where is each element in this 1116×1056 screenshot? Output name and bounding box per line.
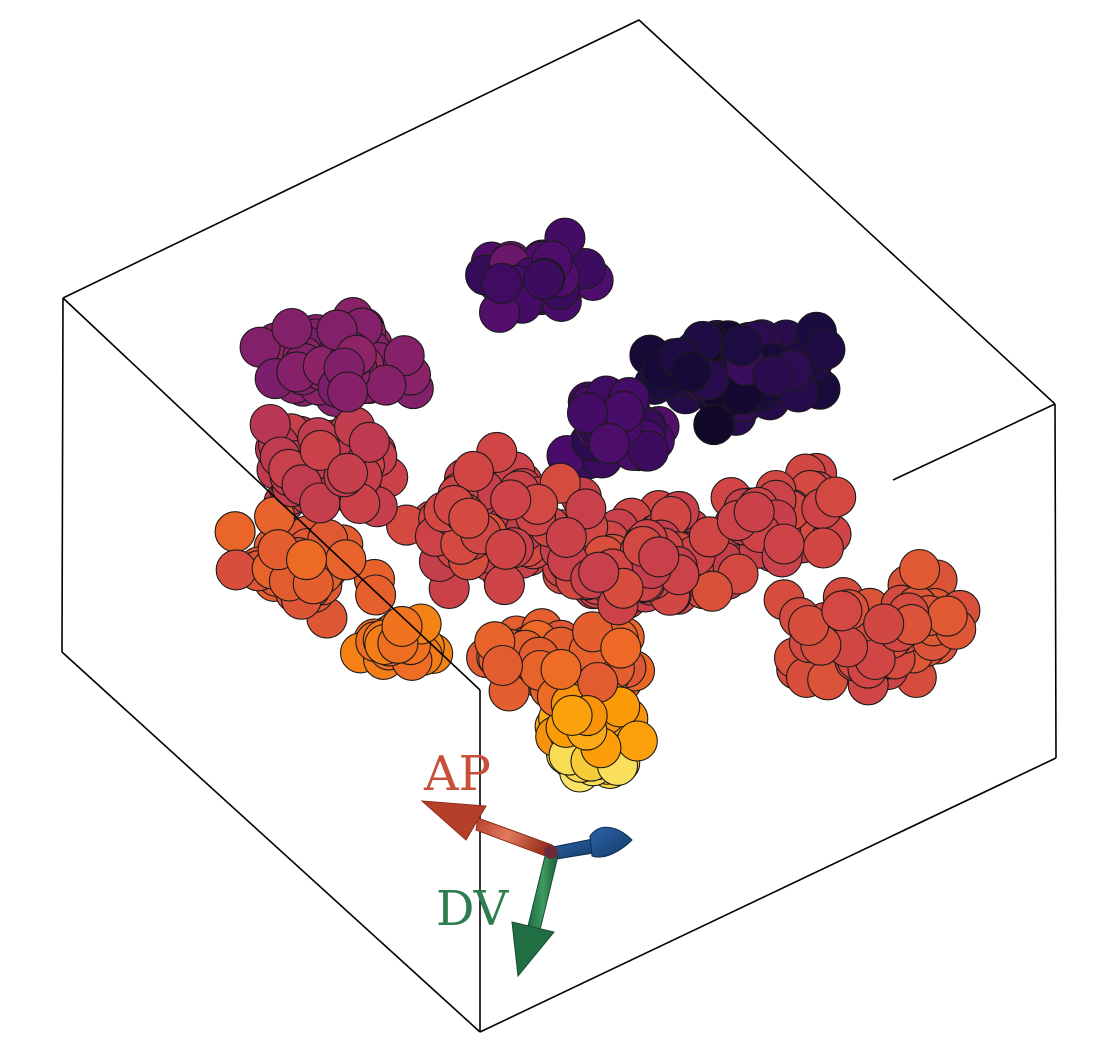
cell: [565, 488, 607, 530]
cell: [566, 392, 609, 434]
cell: [285, 539, 328, 581]
cell: [326, 452, 369, 494]
cell: [899, 548, 941, 591]
cell: [299, 482, 341, 524]
ap-axis-label: AP: [423, 746, 491, 802]
box-edge-front-top-left: [62, 297, 481, 691]
cell: [763, 523, 805, 565]
axes-origin: [544, 845, 558, 859]
dv-arrow: [511, 851, 559, 978]
cell: [490, 479, 532, 521]
ap-arrow: [420, 800, 553, 858]
bounding-box-front: [62, 297, 1056, 1032]
cell: [752, 354, 794, 396]
cell: [551, 694, 593, 736]
cell: [383, 335, 425, 377]
cell: [600, 627, 642, 669]
cell: [721, 325, 763, 367]
bounding-box: [61, 19, 1057, 1033]
box-edge-left-vertical: [61, 297, 64, 653]
cell: [214, 511, 256, 553]
cell: [815, 476, 857, 518]
box-top-face: [62, 19, 1056, 405]
cell: [545, 516, 587, 558]
cell: [670, 351, 712, 393]
cell: [355, 574, 397, 616]
cell: [638, 536, 680, 578]
cell: [691, 570, 733, 612]
cell: [578, 551, 620, 593]
cell: [452, 450, 494, 492]
cell: [926, 595, 968, 637]
cell: [299, 429, 341, 471]
cell: [693, 404, 735, 446]
cell: [616, 720, 658, 762]
cell: [733, 491, 775, 533]
dv-axis-label: DV: [436, 881, 510, 937]
cell: [483, 564, 525, 606]
cell-cluster: [214, 217, 981, 793]
cell: [271, 307, 313, 350]
cell: [588, 423, 630, 465]
cell: [804, 328, 846, 371]
third-axis-arrow: [547, 826, 633, 861]
cell: [523, 258, 565, 300]
cell: [863, 603, 905, 645]
cell: [448, 497, 490, 539]
cell: [540, 648, 582, 690]
cell: [327, 371, 369, 413]
cell: [325, 539, 367, 581]
cell: [381, 605, 423, 647]
cell: [821, 590, 863, 632]
box-edge-right-vertical: [1054, 403, 1057, 759]
cell: [365, 364, 407, 406]
cell: [481, 262, 523, 304]
cell: [802, 527, 844, 569]
cell: [215, 549, 257, 591]
box-edge-bottom-left: [61, 651, 481, 1033]
cell: [348, 421, 390, 463]
cell: [481, 644, 524, 687]
orientation-axes: AP DV: [420, 746, 633, 978]
cell: [485, 528, 527, 570]
box-edge-bottom-right: [479, 757, 1057, 1033]
box-edge-front-top-right: [892, 403, 1056, 481]
